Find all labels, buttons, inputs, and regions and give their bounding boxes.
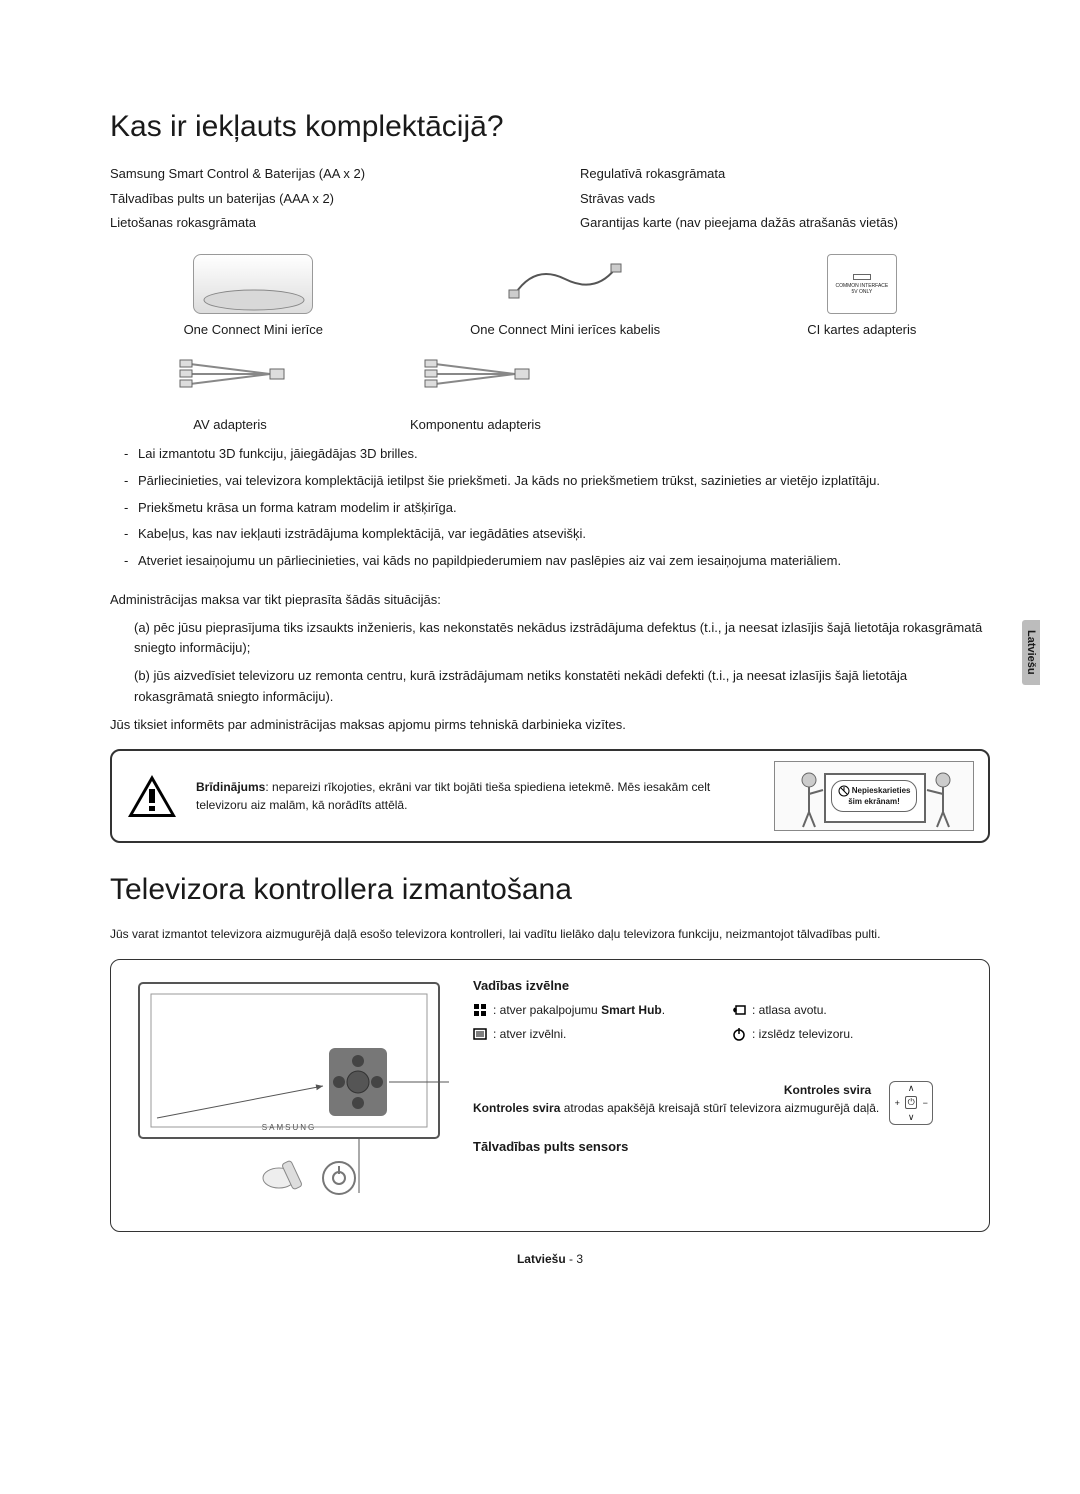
admin-case-a: (a) pēc jūsu pieprasījuma tiks izsaukts … [110,618,990,658]
source-icon [732,1003,746,1017]
item: Garantijas karte (nav pieejama dažās atr… [580,211,990,236]
accessory-row-2: AV adapteris Komponentu adapteris [110,349,990,432]
item: Samsung Smart Control & Baterijas (AA x … [110,162,520,187]
language-tab: Latviešu [1022,620,1040,685]
accessory-row-1: One Connect Mini ierīce One Connect Mini… [110,254,990,337]
page-footer: Latviešu - 3 [110,1252,990,1266]
item: Strāvas vads [580,187,990,212]
accessory-label: Komponentu adapteris [410,417,541,432]
accessory-label: One Connect Mini ierīces kabelis [470,322,660,337]
item: Regulatīvā rokasgrāmata [580,162,990,187]
note-item: Atveriet iesaiņojumu un pārliecinieties,… [110,551,990,572]
accessory-label: CI kartes adapteris [807,322,916,337]
accessory-label: One Connect Mini ierīce [184,322,323,337]
accessory-label: AV adapteris [193,417,266,432]
menu-item-smarthub: : atver pakalpojumu Smart Hub. [473,1003,712,1017]
smarthub-icon [473,1003,487,1017]
notes-list: Lai izmantotu 3D funkciju, jāiegādājas 3… [110,444,990,572]
warning-icon [126,773,178,819]
heading-controller: Televizora kontrollera izmantošana [110,873,990,907]
av-adapter-icon [170,349,290,409]
one-connect-mini-icon [193,254,313,314]
ci-adapter-icon: COMMON INTERFACE 5V ONLY [827,254,897,314]
control-menu-title: Vadības izvēlne [473,978,971,993]
cable-icon [505,254,625,314]
tv-diagram: SAMSUNG [129,978,449,1213]
control-menu-grid: : atver pakalpojumu Smart Hub. : atlasa … [473,1003,971,1041]
included-items-list: Samsung Smart Control & Baterijas (AA x … [110,162,990,236]
controller-diagram-box: SAMSUNG Vadības izvēlne [110,959,990,1232]
note-item: Lai izmantotu 3D funkciju, jāiegādājas 3… [110,444,990,465]
component-adapter-icon [415,349,535,409]
warning-box: Brīdinājums: nepareizi rīkojoties, ekrān… [110,749,990,843]
note-item: Kabeļus, kas nav iekļauti izstrādājuma k… [110,524,990,545]
admin-case-b: (b) jūs aizvedīsiet televizoru uz remont… [110,666,990,706]
note-item: Pārliecinieties, vai televizora komplekt… [110,471,990,492]
menu-icon [473,1027,487,1041]
power-icon [732,1027,746,1041]
remote-sensor-label: Tālvadības pults sensors [473,1139,971,1154]
admin-intro: Administrācijas maksa var tikt pieprasīt… [110,590,990,610]
control-stick-icon: ∧ +⏻− ∨ [889,1081,933,1125]
admin-post: Jūs tiksiet informēts par administrācija… [110,715,990,735]
menu-item-power: : izslēdz televizoru. [732,1027,971,1041]
menu-item-source: : atlasa avotu. [732,1003,971,1017]
heading-whats-included: Kas ir iekļauts komplektācijā? [110,110,990,144]
controller-intro: Jūs varat izmantot televizora aizmugurēj… [110,925,990,943]
item: Lietošanas rokasgrāmata [110,211,520,236]
menu-item-menu: : atver izvēlni. [473,1027,712,1041]
svg-text:SAMSUNG: SAMSUNG [262,1123,316,1132]
warning-text: Brīdinājums: nepareizi rīkojoties, ekrān… [196,778,756,814]
warning-illustration: Nepieskarietiesšim ekrānam! [774,761,974,831]
control-stick-row: Kontroles svira Kontroles svira atrodas … [473,1081,971,1125]
note-item: Priekšmetu krāsa un forma katram modelim… [110,498,990,519]
item: Tālvadības pults un baterijas (AAA x 2) [110,187,520,212]
